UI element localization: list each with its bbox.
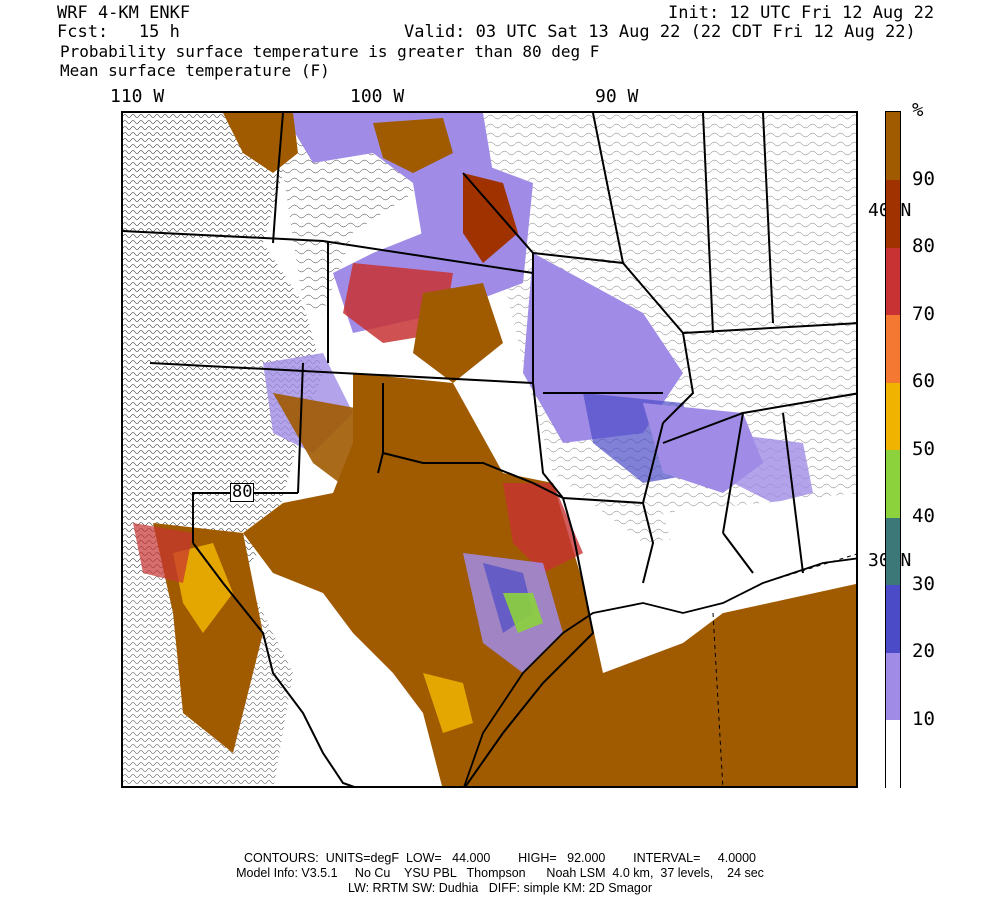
state-borders (123, 113, 856, 786)
colorbar-segment (886, 652, 900, 720)
colorbar-level-label: 80 (912, 235, 935, 257)
gulf-coast-land (663, 493, 856, 613)
colorbar-level-label: 10 (912, 707, 935, 730)
lon-label-100w: 100 W (350, 86, 405, 107)
colorbar-level-label: 30 (912, 572, 935, 595)
colorbar-segment (886, 382, 900, 450)
colorbar-segment (886, 584, 900, 653)
lon-label-110w: 110 W (110, 86, 165, 107)
contour-label-80: 80 (230, 482, 255, 502)
colorbar-segment (886, 517, 900, 585)
valid-time: Valid: 03 UTC Sat 13 Aug 22 (22 CDT Fri … (404, 22, 916, 42)
footer-model-info: Model Info: V3.5.1 No Cu YSU PBL Thompso… (236, 866, 764, 880)
footer-contours: CONTOURS: UNITS=degF LOW= 44.000 HIGH= 9… (243, 851, 757, 865)
colorbar (885, 111, 901, 788)
colorbar-segment (886, 449, 900, 518)
colorbar-segment (886, 247, 900, 315)
forecast-hour: Fcst: 15 h (57, 22, 180, 42)
colorbar-segment (886, 719, 900, 788)
coastline (463, 557, 856, 786)
colorbar-unit: % (912, 99, 924, 121)
probability-shading (133, 113, 813, 753)
model-title: WRF 4-KM ENKF (57, 3, 191, 23)
colorbar-segment (886, 112, 900, 180)
contour-description: Mean surface temperature (F) (60, 61, 330, 80)
colorbar-level-label: 90 (912, 167, 935, 190)
colorbar-segment (886, 314, 900, 383)
colorbar-level-label: 20 (912, 640, 935, 662)
colorbar-segment (886, 179, 900, 248)
footer-physics: LW: RRTM SW: Dudhia DIFF: simple KM: 2D … (347, 881, 652, 895)
lon-label-90w: 90 W (595, 86, 639, 107)
colorbar-level-label: 40 (912, 505, 935, 527)
colorbar-level-label: 50 (912, 437, 935, 460)
colorbar-level-label: 60 (912, 370, 935, 392)
init-time: Init: 12 UTC Fri 12 Aug 22 (668, 3, 935, 23)
field-description: Probability surface temperature is great… (60, 42, 600, 61)
colorbar-level-label: 70 (912, 302, 935, 325)
map-graphic (123, 113, 856, 786)
map-panel (121, 111, 858, 788)
warm-region (243, 373, 856, 786)
